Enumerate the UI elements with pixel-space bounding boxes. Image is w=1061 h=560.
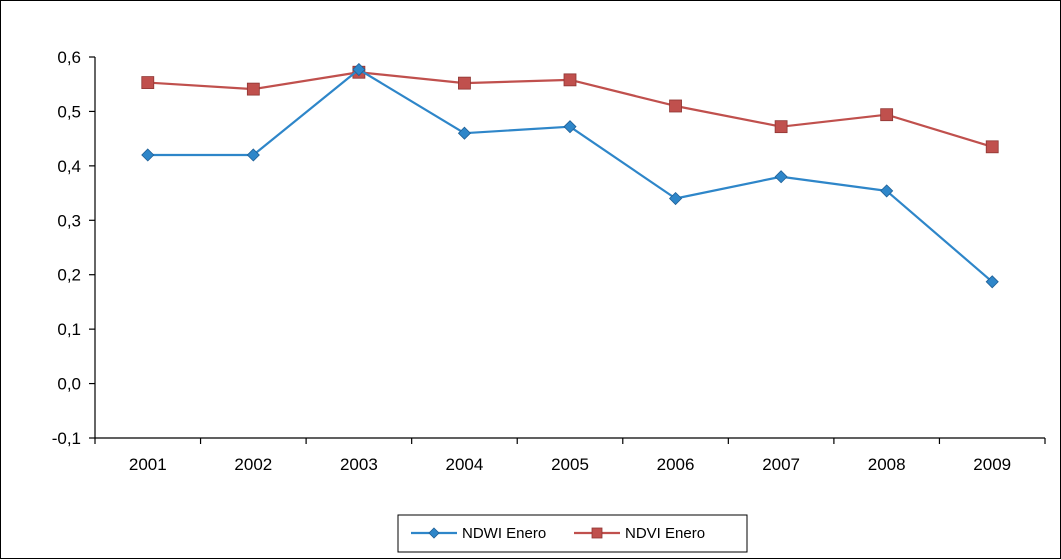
data-point-ndvi-enero	[141, 76, 155, 89]
y-tick-label: 0,2	[57, 266, 81, 285]
x-tick-label: 2009	[973, 455, 1011, 474]
data-point-ndvi-enero	[774, 120, 788, 134]
y-tick-label: -0,1	[52, 429, 81, 448]
series-ndvi-enero	[141, 65, 999, 154]
data-point-ndwi-enero	[668, 191, 683, 206]
legend-label: NDVI Enero	[625, 525, 705, 542]
data-point-ndwi-enero	[352, 62, 366, 77]
data-point-ndwi-enero	[880, 184, 894, 198]
legend-label: NDWI Enero	[462, 525, 546, 542]
y-tick-label: 0,1	[57, 320, 81, 339]
data-point-ndvi-enero	[985, 140, 999, 154]
data-point-ndvi-enero	[563, 73, 577, 87]
data-point-ndvi-enero	[669, 99, 682, 113]
chart-axes: -0,1 0,0 0,1 0,2 0,3 0,4 0,5 0,6 2001 2002 2003 200…	[52, 48, 1046, 474]
x-tick-label: 2007	[762, 455, 800, 474]
series-layer	[141, 62, 999, 289]
y-tick-label: 0,4	[57, 157, 81, 176]
series-ndwi-enero	[141, 62, 999, 289]
x-tick-label: 2003	[340, 455, 378, 474]
y-tick-label: 0,0	[57, 375, 81, 394]
y-tick-label: 0,3	[57, 211, 81, 230]
series-line-ndwi-enero	[147, 68, 993, 283]
x-tick-label: 2005	[551, 455, 589, 474]
legend-item-ndwi-enero: NDWI Enero	[411, 525, 546, 542]
data-point-ndvi-enero	[246, 82, 260, 96]
x-tick-label: 2001	[129, 455, 167, 474]
x-tick-label: 2008	[868, 455, 906, 474]
legend-item-ndvi-enero: NDVI Enero	[574, 525, 705, 542]
legend-marker	[591, 527, 603, 539]
data-point-ndvi-enero	[880, 108, 894, 122]
x-tick-label: 2002	[234, 455, 272, 474]
data-point-ndwi-enero	[774, 170, 788, 184]
x-tick-label: 2006	[657, 455, 695, 474]
y-tick-label: 0,5	[57, 102, 81, 121]
data-point-ndwi-enero	[141, 148, 155, 162]
chart-legend: NDWI Enero NDVI Enero	[397, 514, 748, 553]
x-tick-label: 2004	[446, 455, 484, 474]
data-point-ndwi-enero	[985, 275, 999, 289]
data-point-ndvi-enero	[458, 76, 471, 90]
data-point-ndwi-enero	[457, 126, 472, 140]
legend-marker	[428, 527, 440, 539]
data-point-ndwi-enero	[563, 120, 577, 134]
y-tick-label: 0,6	[57, 48, 81, 67]
data-point-ndwi-enero	[246, 148, 260, 162]
